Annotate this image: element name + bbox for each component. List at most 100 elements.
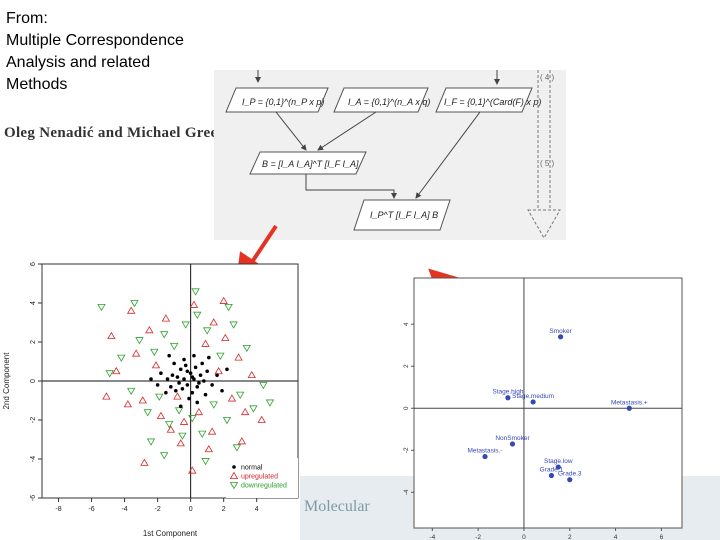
legend-box [226, 458, 298, 498]
point-normal [198, 373, 203, 377]
y-axis-label: 2nd Component [2, 352, 11, 410]
point-normal [173, 388, 178, 393]
point-downregulated [117, 354, 126, 362]
point-normal [178, 367, 183, 372]
box-ip [225, 87, 329, 113]
point-marker [505, 395, 511, 401]
box-ia-label: I_A = {0,1}^(n_A x q) [348, 97, 430, 107]
point-normal [175, 375, 180, 379]
point-upregulated [176, 439, 185, 447]
x-tick-label: -4 [121, 506, 127, 513]
point-marker [530, 399, 536, 405]
y-tick-label: 0 [403, 406, 410, 410]
point-marker [567, 477, 573, 483]
legend-label-downregulated: downregulated [241, 483, 287, 490]
point-downregulated [160, 452, 169, 460]
x-tick-label: 2 [568, 534, 572, 540]
point-downregulated [232, 444, 242, 452]
point-downregulated [235, 391, 245, 399]
point-label: Grade.1 [540, 466, 564, 473]
point-downregulated [178, 432, 187, 440]
point-normal [200, 361, 205, 366]
box-if-label: I_F = {0,1}^(Card(F) x p) [444, 97, 541, 107]
point-normal [188, 371, 193, 375]
y-tick-label: 6 [30, 262, 37, 266]
biplot: -4 -2 0 2 4 6 -4 -2 0 2 4 Smoker Stage.highStage.me… [403, 277, 683, 540]
process-arrowhead [527, 209, 561, 240]
point-upregulated [234, 353, 243, 361]
point-normal [203, 392, 208, 397]
connector-ia-b [317, 111, 377, 151]
point-upregulated [240, 407, 250, 416]
point-label: Smoker [549, 328, 572, 335]
point-marker [509, 441, 516, 447]
point-normal [182, 377, 186, 381]
book-title-line-3: Methods [6, 76, 68, 93]
point-upregulated [166, 425, 176, 433]
point-normal [167, 353, 171, 358]
book-title-line-2: Analysis and related [6, 54, 151, 71]
point-normal [164, 390, 168, 395]
point-normal [202, 379, 206, 383]
box-ia [333, 87, 429, 113]
point-upregulated [194, 407, 204, 416]
x-tick-label: -2 [475, 534, 481, 540]
point-downregulated [126, 387, 136, 396]
point-label: Metastasis.- [467, 448, 502, 455]
point-downregulated [160, 331, 169, 339]
point-upregulated [131, 349, 141, 357]
box-b-label: B = [I_A I_A]^T [I_F I_A] [262, 159, 359, 169]
point-downregulated [259, 382, 268, 390]
point-upregulated [173, 392, 182, 400]
point-normal [193, 365, 198, 370]
x-tick-label: 4 [255, 506, 259, 513]
point-upregulated [112, 366, 121, 375]
point-normal [170, 373, 175, 377]
legend-marker-normal [232, 465, 236, 469]
axes: -4 -2 0 2 4 6 -4 -2 0 2 4 [403, 278, 682, 540]
y-tick-label: -2 [403, 447, 410, 453]
x-tick-label: 6 [660, 534, 664, 540]
point-marker [626, 405, 632, 411]
point-normal [155, 383, 160, 387]
point-normal [149, 377, 153, 381]
step-label-4: ( 4 ) [540, 73, 555, 82]
x-tick-label: -6 [88, 506, 94, 513]
x-axis-label: 1st Component [143, 529, 198, 538]
point-downregulated [146, 438, 156, 446]
point-downregulated [249, 405, 258, 413]
x-tick-label: 2 [222, 506, 226, 513]
x-tick-label: -4 [429, 534, 435, 540]
point-downregulated [191, 288, 200, 296]
legend-label-upregulated: upregulated [241, 474, 278, 481]
y-tick-label: -4 [403, 489, 410, 495]
point-upregulated [221, 333, 230, 341]
point-downregulated [135, 337, 144, 345]
x-tick-label: -2 [154, 506, 160, 513]
point-downregulated [198, 430, 207, 438]
x-tick-label: 4 [614, 534, 618, 540]
author-byline: Oleg Nenadić and Michael Greenacre [4, 124, 254, 146]
point-upregulated [156, 411, 166, 420]
point-upregulated [107, 331, 116, 340]
y-tick-label: -6 [30, 495, 37, 501]
point-upregulated [189, 300, 199, 308]
mca-scatter-plot: -8 -6 -4 -2 0 2 4 -6 -4 -2 0 2 4 6 1st Component 2nd … [2, 262, 299, 538]
point-downregulated [201, 458, 210, 466]
point-upregulated [102, 392, 111, 400]
point-label: Stage.high [492, 389, 523, 396]
box-if [435, 87, 533, 113]
point-marker [557, 334, 564, 340]
point-normal [187, 396, 191, 401]
point-normal [169, 385, 173, 389]
y-tick-label: 0 [30, 379, 37, 383]
data-marks [97, 288, 275, 474]
point-label: Stage.low [544, 458, 573, 465]
point-label: Stage.medium [512, 393, 554, 400]
point-upregulated [123, 400, 133, 408]
point-downregulated [265, 399, 275, 407]
point-downregulated [229, 321, 238, 329]
box-b [249, 151, 367, 175]
point-upregulated [257, 415, 266, 423]
plot-frame [413, 277, 683, 529]
